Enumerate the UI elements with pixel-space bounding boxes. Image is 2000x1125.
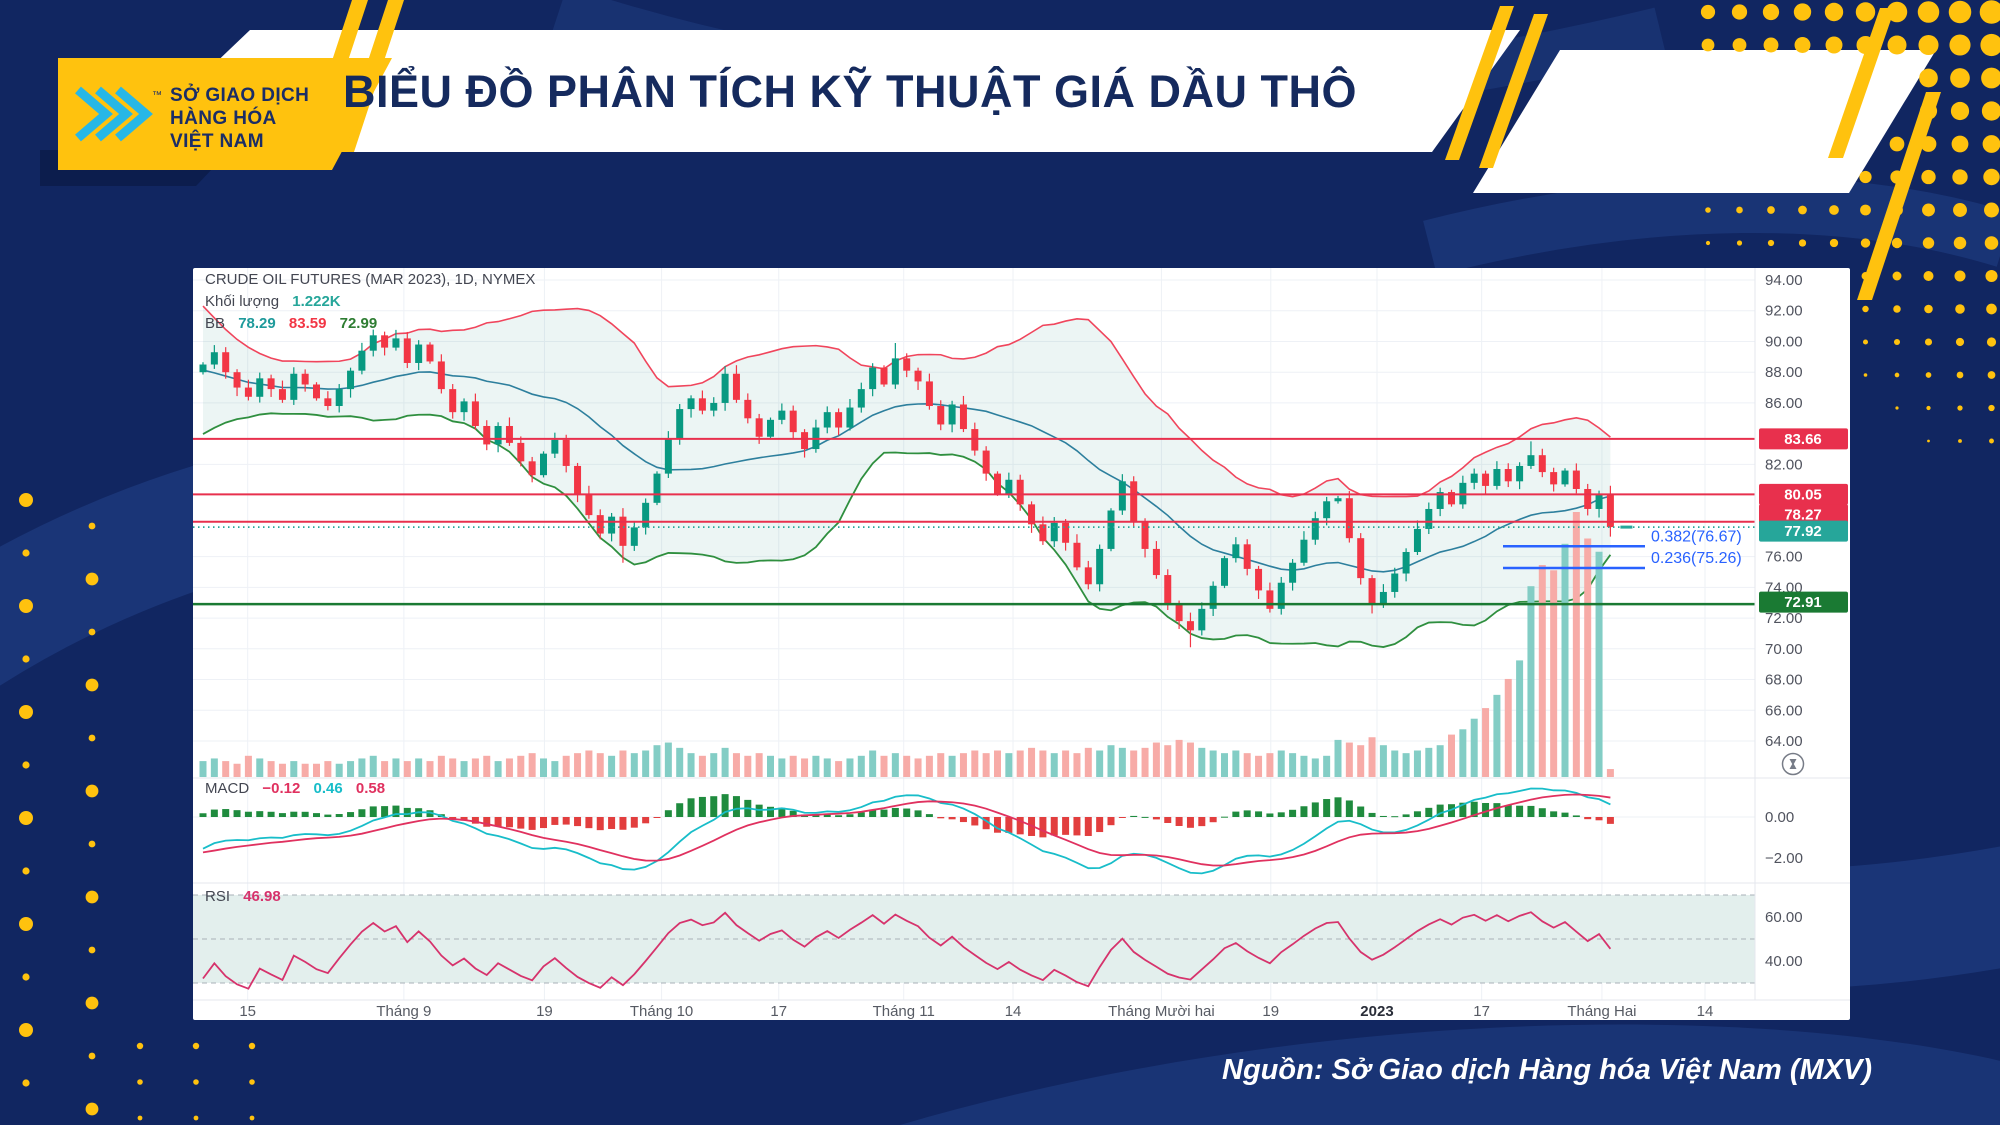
svg-text:92.00: 92.00 <box>1765 303 1803 320</box>
svg-text:Tháng 9: Tháng 9 <box>376 1003 431 1020</box>
logo-line-1: SỞ GIAO DỊCH <box>170 85 310 106</box>
logo-trademark-mark: ™ <box>152 90 162 101</box>
volume-bars <box>199 512 1614 777</box>
logo-card <box>40 58 392 186</box>
svg-text:60.00: 60.00 <box>1765 909 1803 926</box>
svg-text:66.00: 66.00 <box>1765 702 1803 719</box>
svg-text:14: 14 <box>1697 1003 1714 1020</box>
gridlines <box>193 268 1755 1000</box>
svg-text:−2.00: −2.00 <box>1765 850 1803 867</box>
svg-text:68.00: 68.00 <box>1765 672 1803 689</box>
svg-text:88.00: 88.00 <box>1765 364 1803 381</box>
svg-text:2023: 2023 <box>1360 1003 1393 1020</box>
svg-text:76.00: 76.00 <box>1765 549 1803 566</box>
chart-panel[interactable]: 0.382(76.67) 0.236(75.26) 94.00 92.00 90.00 8… <box>193 268 1850 1020</box>
svg-text:Tháng Hai: Tháng Hai <box>1567 1003 1636 1020</box>
pane-separators <box>193 268 1850 1001</box>
macd-pane <box>199 787 1614 875</box>
svg-text:94.00: 94.00 <box>1765 272 1803 289</box>
price-levels <box>193 437 1755 606</box>
logo-line-2: HÀNG HÓA <box>170 108 277 129</box>
page-title: BIỂU ĐỒ PHÂN TÍCH KỸ THUẬT GIÁ DẦU THÔ <box>343 66 1357 117</box>
fibonacci-annotations: 0.382(76.67) 0.236(75.26) <box>1503 528 1742 570</box>
chart-canvas[interactable]: 0.382(76.67) 0.236(75.26) 94.00 92.00 90.00 8… <box>193 268 1850 1020</box>
svg-text:70.00: 70.00 <box>1765 641 1803 658</box>
svg-text:0.00: 0.00 <box>1765 809 1794 826</box>
rsi-pane <box>202 911 1612 990</box>
svg-text:40.00: 40.00 <box>1765 953 1803 970</box>
hourglass-icon[interactable] <box>1781 752 1805 776</box>
svg-text:90.00: 90.00 <box>1765 333 1803 350</box>
svg-text:82.00: 82.00 <box>1765 456 1803 473</box>
svg-text:72.00: 72.00 <box>1765 610 1803 627</box>
bollinger-bands <box>202 305 1612 648</box>
svg-text:64.00: 64.00 <box>1765 733 1803 750</box>
svg-text:Tháng 11: Tháng 11 <box>873 1003 935 1020</box>
halftone-dots-left <box>19 493 99 1116</box>
mxv-logo-icon <box>75 86 153 142</box>
svg-text:17: 17 <box>770 1003 787 1020</box>
svg-text:19: 19 <box>536 1003 553 1020</box>
svg-text:17: 17 <box>1473 1003 1490 1020</box>
svg-text:0.236(75.26): 0.236(75.26) <box>1651 550 1742 567</box>
svg-text:86.00: 86.00 <box>1765 395 1803 412</box>
svg-text:14: 14 <box>1005 1003 1022 1020</box>
svg-text:72.91: 72.91 <box>1784 594 1822 611</box>
svg-text:0.382(76.67): 0.382(76.67) <box>1651 528 1742 545</box>
logo-text: SỞ GIAO DỊCH HÀNG HÓA VIỆT NAM <box>170 84 309 153</box>
svg-text:15: 15 <box>239 1003 256 1020</box>
source-note: Nguồn: Sở Giao dịch Hàng hóa Việt Nam (M… <box>1222 1054 1872 1086</box>
svg-text:80.05: 80.05 <box>1784 486 1822 503</box>
halftone-dots-bottom-left <box>136 1042 256 1121</box>
svg-text:78.27: 78.27 <box>1784 507 1822 524</box>
svg-text:19: 19 <box>1262 1003 1279 1020</box>
time-axis[interactable]: 15 Tháng 9 19 Tháng 10 17 Tháng 11 14 Tháng Mườ… <box>239 1003 1713 1020</box>
logo-line-3: VIỆT NAM <box>170 131 264 152</box>
svg-text:83.66: 83.66 <box>1784 431 1822 448</box>
svg-text:Tháng Mười hai: Tháng Mười hai <box>1108 1003 1215 1020</box>
title-banner-shape <box>122 30 1936 193</box>
svg-text:77.92: 77.92 <box>1784 523 1822 540</box>
candlesticks <box>199 329 1614 648</box>
price-axis[interactable]: 94.0092.0090.0088.0086.0082.0076.0074.00… <box>1759 272 1848 970</box>
rsi-band <box>193 894 1755 984</box>
svg-text:Tháng 10: Tháng 10 <box>630 1003 693 1020</box>
